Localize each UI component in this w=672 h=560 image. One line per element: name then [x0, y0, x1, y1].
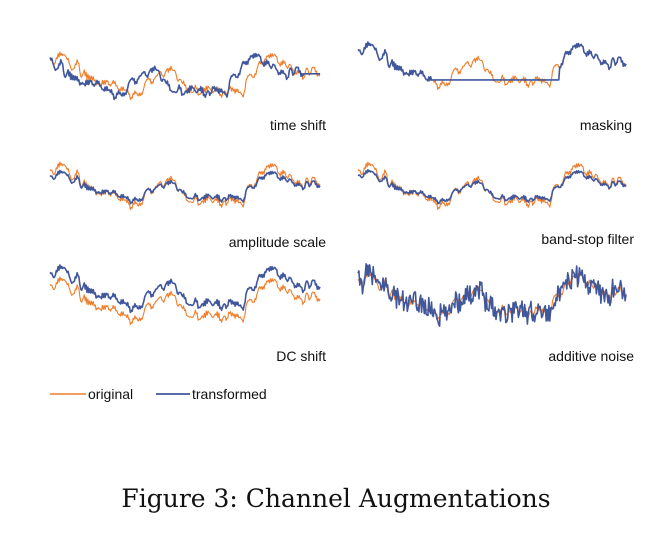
legend: original transformed [50, 386, 267, 402]
masking-transformed-signal [357, 41, 627, 82]
panel-masking: masking [357, 41, 632, 133]
time-shift-transformed-signal [49, 52, 320, 101]
panel-additive-noise: additive noise [357, 263, 634, 364]
panel-time-shift: time shift [49, 51, 326, 133]
panel-label-band-stop-filter: band-stop filter [541, 231, 634, 247]
legend-transformed-label: transformed [192, 386, 267, 402]
amplitude-scale-transformed-signal [49, 169, 321, 205]
panel-dc-shift: DC shift [49, 264, 326, 364]
panel-label-masking: masking [580, 117, 632, 133]
panel-label-time-shift: time shift [270, 117, 326, 133]
figure-caption: Figure 3: Channel Augmentations [121, 484, 551, 513]
augmentation-figure: time shift masking amplitude scale band-… [49, 41, 634, 402]
band-stop-transformed-signal [357, 169, 627, 205]
panel-label-amplitude-scale: amplitude scale [229, 234, 326, 250]
additive-noise-transformed-signal [357, 263, 627, 327]
dc-shift-original-signal [49, 276, 321, 326]
time-shift-original-signal [49, 51, 321, 101]
legend-original-label: original [88, 386, 133, 402]
band-stop-original-signal [357, 161, 627, 211]
dc-shift-transformed-signal [49, 264, 321, 314]
panel-label-dc-shift: DC shift [276, 348, 326, 364]
panel-label-additive-noise: additive noise [548, 348, 634, 364]
amplitude-scale-original-signal [49, 161, 321, 211]
panel-amplitude-scale: amplitude scale [49, 161, 326, 250]
panel-band-stop-filter: band-stop filter [357, 161, 634, 247]
